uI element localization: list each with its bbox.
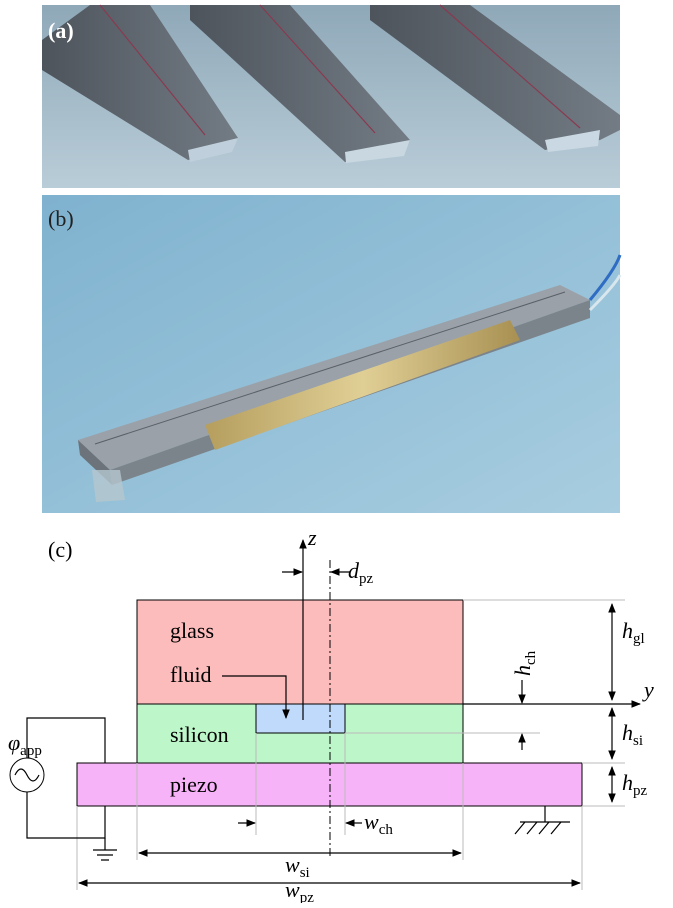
photo-a: (a) bbox=[42, 5, 620, 188]
subscript: app bbox=[20, 743, 42, 759]
source-label: φapp bbox=[8, 730, 42, 759]
subscript: pz bbox=[300, 890, 315, 903]
symbol: w bbox=[364, 809, 379, 834]
symbol: h bbox=[510, 665, 535, 676]
subscript: pz bbox=[359, 571, 374, 587]
symbol: h bbox=[622, 618, 633, 643]
dimension-label: hpz bbox=[622, 770, 648, 799]
layer-label: fluid bbox=[170, 662, 212, 687]
layer-label: silicon bbox=[170, 722, 229, 747]
axis-label: y bbox=[642, 677, 654, 702]
subscript: ch bbox=[523, 650, 539, 665]
panel-label: (b) bbox=[48, 206, 74, 231]
panel-label: (c) bbox=[48, 537, 72, 562]
dimension-label: dpz bbox=[348, 558, 374, 587]
subscript: ch bbox=[379, 822, 394, 838]
panel-label: (a) bbox=[48, 18, 74, 43]
dimension-label: hch bbox=[510, 650, 539, 676]
symbol: h bbox=[622, 770, 633, 795]
dimension-label: wpz bbox=[285, 877, 314, 903]
figure: (a) (b) (c) glass fluid silicon piezo z … bbox=[0, 0, 673, 903]
dimension-label: hsi bbox=[622, 720, 643, 749]
axis-label: z bbox=[307, 525, 317, 550]
dimension-label: hgl bbox=[622, 618, 645, 647]
symbol: φ bbox=[8, 730, 20, 755]
subscript: si bbox=[633, 733, 643, 749]
subscript: pz bbox=[633, 783, 648, 799]
layer-label: glass bbox=[170, 618, 214, 643]
dimension-label: wch bbox=[364, 809, 393, 838]
photo-b: (b) bbox=[42, 195, 620, 513]
symbol: w bbox=[285, 852, 300, 877]
diagram: (c) glass fluid silicon piezo z y dpz hg… bbox=[8, 525, 654, 903]
symbol: h bbox=[622, 720, 633, 745]
subscript: si bbox=[300, 865, 310, 881]
symbol: w bbox=[285, 877, 300, 902]
layer-label: piezo bbox=[170, 772, 218, 797]
subscript: gl bbox=[633, 631, 645, 647]
